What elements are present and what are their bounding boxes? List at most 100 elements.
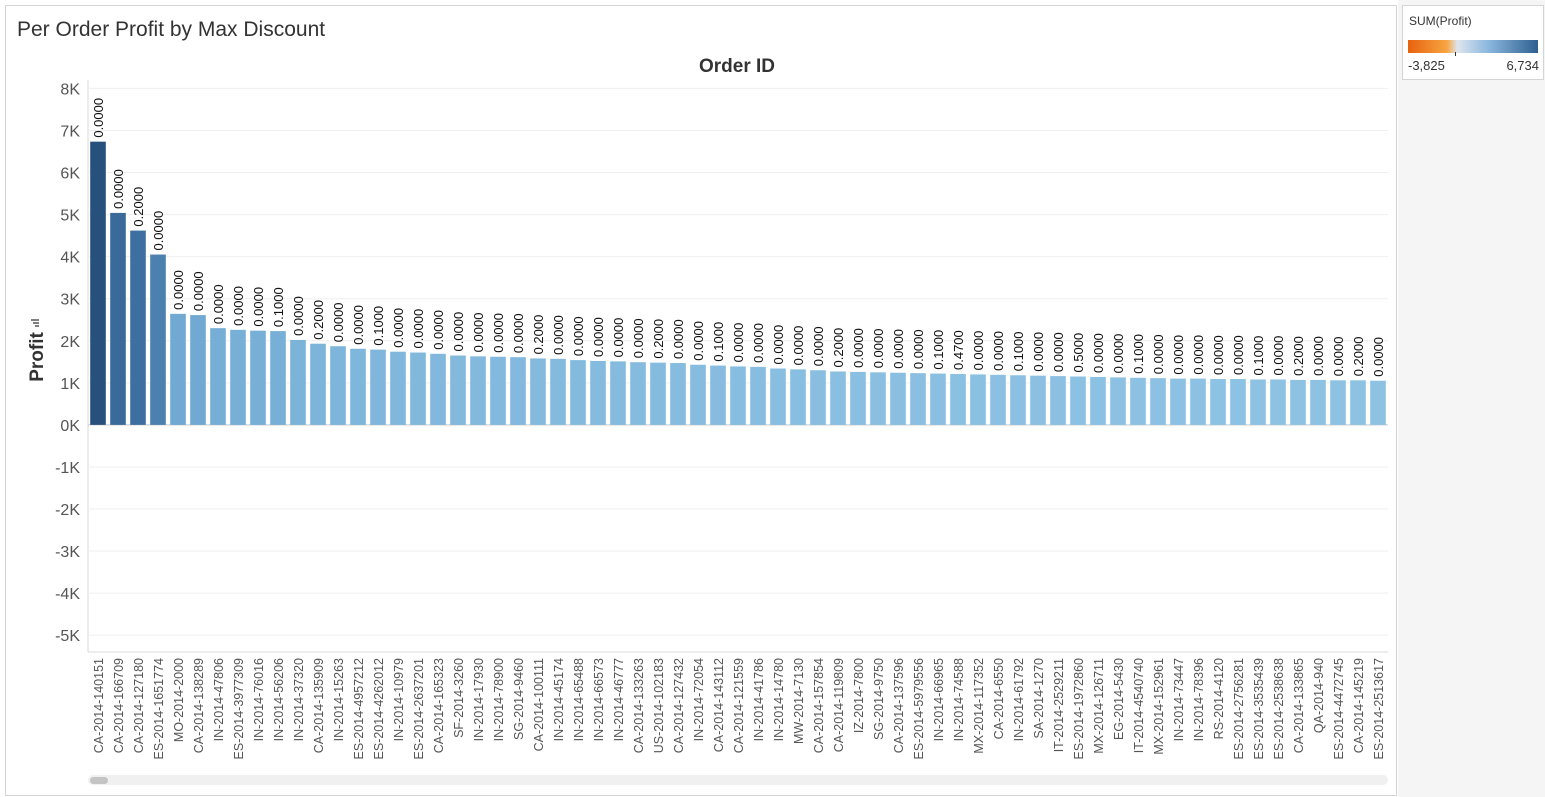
bar[interactable]	[730, 366, 746, 425]
x-tick-label: RS-2014-4120	[1212, 658, 1226, 739]
bar-data-label: 0.0000	[491, 313, 506, 353]
bar[interactable]	[550, 358, 566, 425]
bar[interactable]	[110, 212, 126, 425]
gridlines	[87, 80, 1388, 653]
bar[interactable]	[1030, 375, 1046, 425]
bar[interactable]	[1070, 376, 1086, 425]
bar[interactable]	[970, 374, 986, 425]
right-pane	[1398, 0, 1545, 797]
bar[interactable]	[790, 369, 806, 425]
bar[interactable]	[1270, 379, 1286, 425]
bar[interactable]	[290, 339, 306, 425]
bar[interactable]	[1010, 375, 1026, 425]
bar[interactable]	[390, 351, 406, 425]
bar[interactable]	[630, 362, 646, 425]
bar-data-label: 0.0000	[611, 318, 626, 358]
x-tick-label: IN-2014-56206	[272, 658, 286, 741]
bar[interactable]	[250, 330, 266, 425]
y-axis-ticks: 8K 7K 6K 5K 4K 3K 2K 1K 0K -1K -2K -3K -4K -5K	[55, 81, 80, 645]
bar[interactable]	[890, 372, 906, 425]
x-tick-label: CA-2014-133263	[632, 658, 646, 753]
bar[interactable]	[610, 361, 626, 425]
bar[interactable]	[350, 348, 366, 425]
bar[interactable]	[1110, 377, 1126, 425]
bar-data-label: 0.2000	[1291, 336, 1306, 376]
bar[interactable]	[930, 373, 946, 425]
bar[interactable]	[270, 331, 286, 425]
bar[interactable]	[470, 356, 486, 425]
bar[interactable]	[750, 366, 766, 425]
x-tick-label: EG-2014-5430	[1112, 658, 1126, 740]
bar[interactable]	[850, 371, 866, 425]
bar-data-label: 0.0000	[1091, 333, 1106, 373]
bar[interactable]	[1290, 379, 1306, 425]
bar[interactable]	[370, 349, 386, 425]
bar-data-label: 0.2000	[1351, 337, 1366, 377]
bar-data-label: 0.1000	[271, 287, 286, 327]
x-tick-label: MX-2014-117352	[972, 658, 986, 754]
bar[interactable]	[1090, 376, 1106, 425]
bar[interactable]	[150, 254, 166, 425]
bar[interactable]	[1230, 379, 1246, 425]
bar[interactable]	[430, 353, 446, 425]
x-tick-label: CA-2014-133865	[1292, 658, 1306, 753]
bar-data-label: 0.0000	[551, 315, 566, 355]
bar[interactable]	[910, 373, 926, 425]
bar[interactable]	[450, 355, 466, 425]
bar[interactable]	[1250, 379, 1266, 425]
bar[interactable]	[810, 370, 826, 425]
bar[interactable]	[510, 357, 526, 425]
bar[interactable]	[310, 343, 326, 425]
horizontal-scrollbar[interactable]	[88, 775, 1388, 785]
bar[interactable]	[590, 360, 606, 425]
x-tick-label: CA-2014-138289	[192, 658, 206, 753]
bar-data-label: 0.2000	[311, 300, 326, 340]
bar[interactable]	[330, 346, 346, 425]
bar-data-label: 0.0000	[1311, 336, 1326, 376]
scrollbar-thumb[interactable]	[90, 777, 108, 784]
bar[interactable]	[90, 141, 106, 425]
bar[interactable]	[1330, 380, 1346, 425]
bar[interactable]	[1210, 379, 1226, 425]
bar[interactable]	[170, 313, 186, 425]
bar-data-label: 0.5000	[1071, 333, 1086, 373]
bar[interactable]	[950, 373, 966, 425]
bar[interactable]	[410, 352, 426, 425]
bar-data-label: 0.0000	[451, 312, 466, 352]
bar[interactable]	[1050, 376, 1066, 425]
bar[interactable]	[650, 362, 666, 425]
chart-title: Order ID	[699, 56, 775, 77]
bar[interactable]	[710, 365, 726, 425]
sort-icon[interactable]	[31, 319, 39, 327]
color-legend[interactable]: SUM(Profit) -3,825 6,734	[1402, 5, 1544, 80]
bar[interactable]	[490, 356, 506, 425]
bar[interactable]	[1310, 379, 1326, 425]
bar[interactable]	[230, 329, 246, 425]
bar[interactable]	[1190, 378, 1206, 425]
bar[interactable]	[870, 372, 886, 425]
bar[interactable]	[1130, 377, 1146, 425]
bar[interactable]	[530, 358, 546, 425]
bar[interactable]	[190, 315, 206, 425]
y-tick-label: 1K	[60, 376, 80, 393]
bar[interactable]	[130, 230, 146, 425]
x-tick-label: CA-2014-157854	[812, 658, 826, 753]
bar[interactable]	[690, 364, 706, 425]
bar[interactable]	[830, 371, 846, 425]
bar[interactable]	[770, 368, 786, 425]
x-tick-label: SG-2014-9750	[872, 658, 886, 740]
bar[interactable]	[990, 374, 1006, 425]
bar-data-label: 0.0000	[1211, 335, 1226, 375]
y-tick-label: 5K	[60, 208, 80, 225]
bar[interactable]	[1170, 378, 1186, 425]
bar[interactable]	[1370, 380, 1386, 425]
bar-chart: 0.0000 0.0000 0.2000 0.0000 0.0000 0.0000 0.00…	[27, 56, 1388, 759]
bar[interactable]	[210, 328, 226, 425]
bar[interactable]	[1150, 378, 1166, 425]
bar[interactable]	[570, 360, 586, 425]
bar[interactable]	[670, 363, 686, 425]
bar-data-label: 0.2000	[131, 187, 146, 227]
x-tick-label: CA-2014-143112	[712, 658, 726, 752]
bar[interactable]	[1350, 380, 1366, 425]
bar-data-label: 0.0000	[691, 321, 706, 361]
